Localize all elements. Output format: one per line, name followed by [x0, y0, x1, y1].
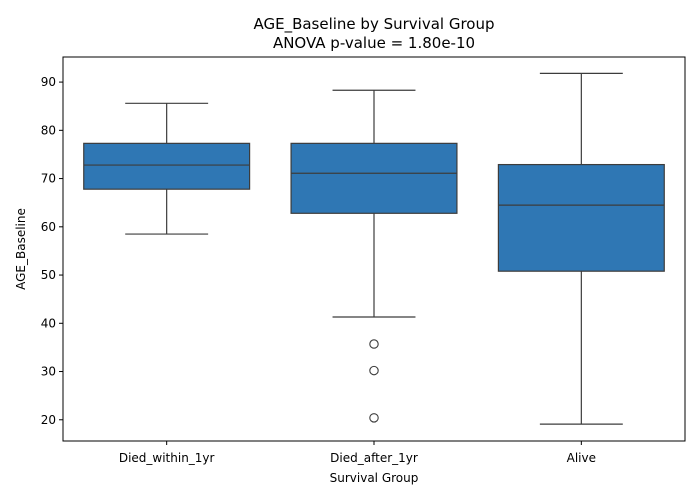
y-axis-label: AGE_Baseline: [14, 208, 28, 290]
x-tick-label: Died_after_1yr: [330, 451, 418, 465]
y-tick-label: 80: [41, 123, 56, 137]
plot-frame: [62, 56, 686, 442]
y-tick-label: 50: [41, 268, 56, 282]
box-Died_within_1yr: [83, 142, 251, 190]
outlier-point: [369, 365, 379, 376]
y-tick-label: 30: [41, 365, 56, 379]
y-tick-label: 60: [41, 220, 56, 234]
outlier-point: [369, 413, 379, 423]
y-tick-label: 90: [41, 75, 56, 89]
outlier-point: [369, 339, 379, 349]
x-tick-label: Alive: [567, 451, 596, 465]
x-tick-label: Died_within_1yr: [119, 451, 215, 465]
chart-subtitle: ANOVA p-value = 1.80e-10: [273, 34, 475, 52]
y-tick-label: 20: [41, 413, 56, 427]
y-tick-label: 40: [41, 316, 56, 330]
x-axis-label: Survival Group: [330, 471, 419, 485]
y-tick-label: 70: [41, 172, 56, 186]
plot-area: 20 30 40 50 60 70 80 90 Died_within_1yr Died_afte…: [41, 72, 665, 465]
chart-title: AGE_Baseline by Survival Group: [253, 15, 494, 34]
box-Died_after_1yr: [290, 142, 458, 214]
box-Alive: [497, 163, 665, 272]
